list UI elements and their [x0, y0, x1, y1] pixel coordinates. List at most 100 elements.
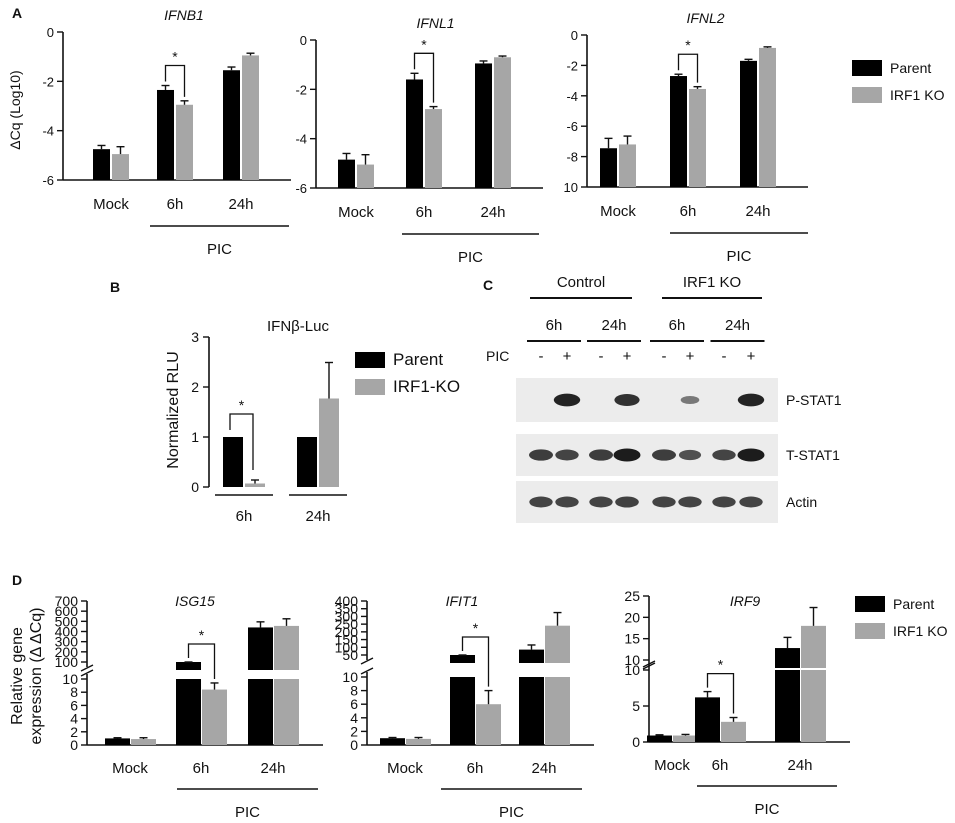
panel-d-chart-1-sig-line [187, 643, 216, 679]
panel-d-chart-1-break-2 [80, 669, 94, 677]
panel-d-chart-3-bar-0-1 [673, 735, 698, 742]
panel-c-pic-sign-4: - [662, 348, 667, 365]
panel-a-chart-2-ytick-label-2: -4 [295, 132, 307, 147]
panel-d-chart-1-bar-upper-2-1 [274, 625, 299, 670]
panel-b-bar-1-1 [319, 398, 339, 487]
panel-a-chart-1-bar-1-0 [157, 89, 174, 180]
panel-a-chart-3-ytick-label-4: -8 [566, 150, 578, 165]
panel-d-legend-label-0: Parent [893, 596, 934, 612]
panel-d-letter: D [12, 572, 22, 588]
panel-d-chart-1-utick-label-0: 700 [55, 593, 79, 609]
panel-a-chart-1-bar-2-1 [242, 55, 259, 180]
panel-b-legend-swatch-1 [355, 379, 385, 395]
panel-d-chart-2-utick-label-4: 200 [335, 624, 359, 640]
panel-c-time-0: 6h [546, 317, 563, 334]
panel-c-pic-sign-5: + [686, 348, 695, 365]
panel-a-legend-swatch-1 [852, 87, 882, 103]
panel-c-blot-label-2: Actin [786, 494, 817, 510]
panel-c-pic-label: PIC [486, 348, 509, 364]
panel-a-chart-3-ytick-label-3: -6 [566, 119, 578, 134]
panel-d-chart-1-bar-upper-2-0 [248, 627, 273, 670]
panel-d-chart-1-ltick-label-3: 4 [70, 711, 78, 727]
panel-d-chart-3-bar-lower-2-0 [775, 670, 800, 742]
panel-a-chart-3-ytick-label-0: 0 [571, 28, 578, 43]
panel-a-chart-1-bar-0-0 [93, 149, 110, 180]
panel-d-chart-3-bar-upper-2-0 [775, 648, 800, 668]
panel-c-time-3: 24h [725, 317, 750, 334]
panel-d-legend-swatch-1 [855, 623, 885, 639]
panel-c-group-1: IRF1 KO [683, 274, 741, 291]
panel-c-band-1-2 [589, 449, 613, 461]
panel-d-chart-3-sig: * [706, 657, 735, 714]
panel-d-chart-3-bar-upper-2-1 [801, 625, 826, 668]
panel-a-chart-1-ytick-label-3: -6 [42, 173, 54, 188]
panel-a-chart-1-ytick-label-0: 0 [47, 25, 54, 40]
panel-a-chart-2-xlabel-1: 6h [416, 204, 433, 221]
panel-d-chart-2-bar-lower-2-0 [519, 677, 544, 745]
panel-a-chart-2-ytick-label-1: -2 [295, 82, 307, 97]
panel-d-chart-2-title: IFIT1 [446, 593, 479, 609]
panel-a-chart-2-sig: * [413, 36, 435, 103]
panel-c-time-1: 24h [601, 317, 626, 334]
panel-d-chart-1-bar-lower-2-0 [248, 679, 273, 745]
panel-d-chart-2-bar-lower-2-1 [545, 677, 570, 745]
panel-b-ytick-label-0: 0 [191, 479, 199, 495]
panel-a-chart-1-title: IFNB1 [164, 7, 204, 23]
panel-c-blot-label-0: P-STAT1 [786, 392, 842, 408]
panel-d-chart-1-xlabel-1: 6h [193, 760, 210, 777]
panel-d-chart-1-utick-label-5: 200 [55, 644, 79, 660]
panel-a-chart-1-xlabel-2: 24h [228, 196, 253, 213]
panel-d-chart-1-utick-label-4: 300 [55, 634, 79, 650]
panel-a-chart-1-ytick-label-2: -4 [42, 124, 54, 139]
panel-d-chart-1-bar-upper-1-0 [176, 662, 201, 670]
panel-a-chart-3-bar-2-1 [759, 47, 776, 187]
panel-c-band-0-3 [614, 394, 640, 406]
panel-a-chart-1-bar-0-1 [112, 154, 129, 180]
panel-d-chart-1-utick-label-1: 600 [55, 603, 79, 619]
panel-b-xlabel-0: 6h [236, 508, 253, 525]
panel-c-band-2-5 [678, 496, 702, 508]
panel-b-legend-label-1: IRF1-KO [393, 377, 460, 396]
panel-a-ylabel: ΔCq (Log10) [7, 70, 23, 149]
panel-c-pic-sign-3: + [623, 348, 632, 365]
panel-a-chart-1-pic-label: PIC [207, 241, 232, 258]
panel-a-chart-2-ytick-label-3: -6 [295, 181, 307, 196]
panel-c-time-2: 6h [669, 317, 686, 334]
panel-a-chart-3-sig-star: * [685, 37, 691, 53]
panel-c-band-0-1 [553, 393, 581, 407]
panel-d-ylabel-2: expression (Δ ΔCq) [28, 608, 45, 745]
panel-b-ytick-label-1: 1 [191, 429, 199, 445]
panel-a-chart-3-xlabel-0: Mock [600, 203, 636, 220]
panel-b-bar-0-1 [245, 483, 265, 487]
panel-d-chart-1-ltick-label-5: 0 [70, 737, 78, 753]
panel-a-chart-2-bar-2-0 [475, 63, 492, 188]
panel-b-bar-0-0 [223, 437, 243, 487]
panel-a-chart-2-bar-1-0 [406, 79, 423, 188]
panel-a-chart-2-bar-0-1 [357, 164, 374, 188]
panel-a-chart-1-sig: * [164, 49, 186, 97]
panel-d-chart-3-ltick-label-1: 5 [632, 698, 640, 714]
panel-a-legend-swatch-0 [852, 60, 882, 76]
panel-c-blot-2 [516, 481, 778, 523]
panel-d-chart-1-xlabel-2: 24h [260, 760, 285, 777]
panel-d-chart-1-ltick-label-1: 8 [70, 684, 78, 700]
panel-b-ytick-label-3: 3 [191, 329, 199, 345]
panel-c-band-2-3 [615, 496, 639, 508]
panel-d-chart-2-break-1 [360, 657, 374, 665]
panel-d-chart-3-utick-label-1: 20 [624, 609, 640, 625]
panel-d-chart-2-bar-0-0 [380, 738, 405, 745]
panel-d-chart-2-xlabel-0: Mock [387, 760, 423, 777]
panel-a-chart-3-xlabel-1: 6h [680, 203, 697, 220]
panel-b-sig-star: * [239, 397, 245, 413]
panel-a-legend-label-0: Parent [890, 60, 931, 76]
panel-d-chart-1-bar-lower-1-0 [176, 679, 201, 745]
panel-c-band-1-1 [555, 449, 579, 461]
panel-b-ytick-label-2: 2 [191, 379, 199, 395]
panel-c-band-1-6 [712, 449, 736, 461]
panel-d-chart-2-utick-label-0: 400 [335, 593, 359, 609]
panel-d-chart-1-bar-0-1 [131, 739, 156, 745]
panel-a-chart-3-bar-2-0 [740, 60, 757, 188]
panel-d-chart-1-sig-star: * [199, 627, 205, 643]
panel-c-group-0: Control [557, 274, 605, 291]
panel-d-chart-1-title: ISG15 [175, 593, 215, 609]
